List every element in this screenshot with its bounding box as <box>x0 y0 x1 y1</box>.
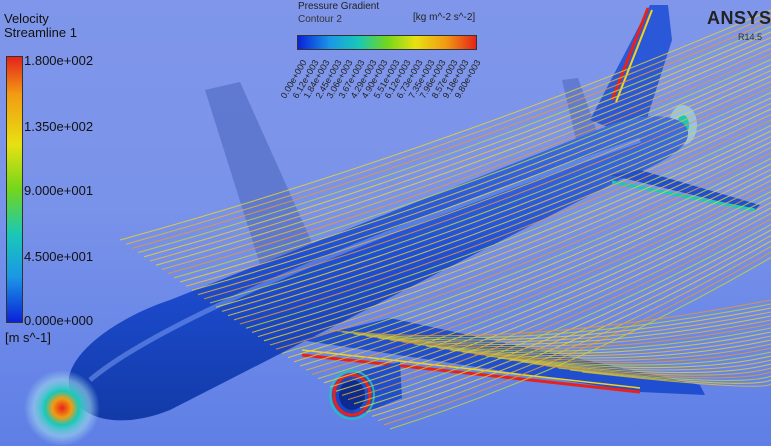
streamline <box>251 130 771 333</box>
streamline <box>311 185 771 375</box>
streamline <box>275 152 771 350</box>
streamline <box>497 355 771 369</box>
streamline <box>377 246 771 422</box>
streamline <box>329 202 771 388</box>
streamline <box>221 103 771 312</box>
streamline <box>353 224 771 405</box>
streamline <box>137 25 771 254</box>
streamline <box>341 303 771 339</box>
velocity-tick-max: 1.800e+002 <box>24 53 94 68</box>
velocity-legend-subtitle: Streamline 1 <box>4 25 77 40</box>
streamline <box>485 351 771 366</box>
streamline <box>161 47 771 270</box>
ansys-logo: ANSYS <box>707 8 771 28</box>
velocity-tick: 9.000e+001 <box>24 183 94 198</box>
streamline <box>347 218 771 401</box>
velocity-color-bar <box>6 56 23 323</box>
streamline <box>359 229 771 409</box>
streamline <box>239 119 771 325</box>
streamline <box>413 327 771 352</box>
streamline <box>125 14 771 245</box>
streamline <box>263 141 771 342</box>
velocity-legend-title: Velocity <box>4 11 49 26</box>
streamline <box>353 307 771 341</box>
streamline <box>461 343 771 361</box>
streamline <box>401 323 771 350</box>
streamline <box>155 42 771 266</box>
streamline <box>335 207 771 392</box>
velocity-tick: 1.350e+002 <box>24 119 94 134</box>
streamline <box>287 163 771 359</box>
streamline <box>377 315 771 345</box>
streamline <box>329 299 771 337</box>
streamline <box>119 9 771 241</box>
far-wing <box>205 82 322 290</box>
streamline <box>131 20 771 249</box>
streamline <box>473 347 771 364</box>
streamline <box>317 191 771 380</box>
velocity-tick-min: 0.000e+000 <box>24 313 94 328</box>
streamline <box>371 240 771 417</box>
streamline <box>341 213 771 396</box>
pressure-legend-subtitle: Contour 2 <box>298 14 342 25</box>
streamline <box>581 371 771 387</box>
streamline <box>185 69 771 287</box>
near-stabilizer <box>610 170 760 210</box>
streamline <box>179 64 771 283</box>
streamline <box>365 311 771 343</box>
streamline <box>197 81 771 296</box>
streamline <box>545 365 771 379</box>
pressure-legend-title: Pressure Gradient <box>298 1 380 12</box>
streamline <box>323 196 771 384</box>
streamline <box>305 180 771 371</box>
streamline <box>449 339 771 359</box>
streamline <box>209 92 771 304</box>
streamline <box>293 169 771 363</box>
streamline <box>245 125 771 329</box>
streamline <box>509 359 771 371</box>
streamline <box>173 58 771 279</box>
pressure-color-bar <box>297 35 477 50</box>
velocity-unit: [m s^-1] <box>5 330 51 345</box>
pressure-unit: [kg m^-2 s^-2] <box>413 12 476 23</box>
streamline <box>227 108 771 317</box>
streamline <box>233 114 771 321</box>
streamline <box>437 335 771 357</box>
streamline <box>569 369 771 384</box>
velocity-tick: 4.500e+001 <box>24 249 94 264</box>
streamline <box>389 319 771 348</box>
streamline <box>149 36 771 262</box>
streamline <box>299 174 771 367</box>
streamline <box>143 31 771 258</box>
streamline <box>257 136 771 338</box>
version-label: R14.5 <box>738 32 763 42</box>
streamline <box>167 53 771 275</box>
streamline <box>425 331 771 354</box>
streamline <box>521 361 771 374</box>
streamline <box>269 147 771 346</box>
streamline <box>191 75 771 291</box>
streamlines <box>119 9 771 430</box>
streamline <box>215 97 771 308</box>
streamline <box>533 363 771 376</box>
vertical-tail <box>590 5 672 140</box>
streamline <box>557 367 771 382</box>
streamline <box>203 86 771 300</box>
